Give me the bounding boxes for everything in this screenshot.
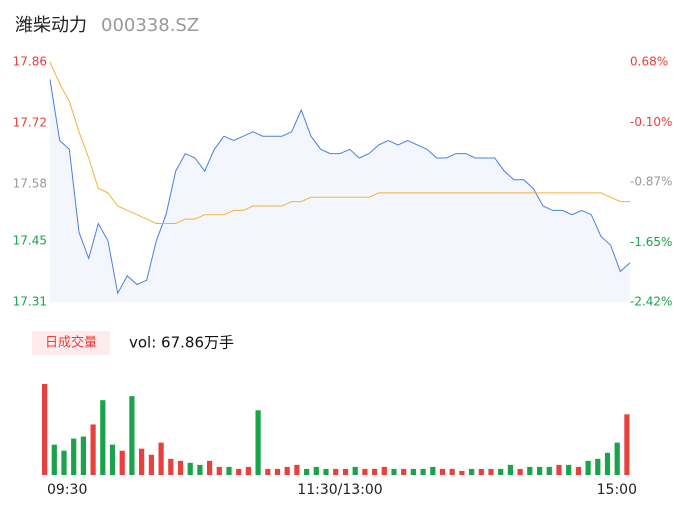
volume-bar xyxy=(274,468,281,475)
volume-bar xyxy=(585,460,591,475)
volume-bar xyxy=(556,464,562,475)
average-line xyxy=(49,61,630,224)
volume-bar xyxy=(527,466,533,475)
volume-bar xyxy=(352,466,358,475)
y2-tick-label: -0.87% xyxy=(630,175,672,189)
y2-tick-label: -0.10% xyxy=(630,115,672,129)
volume-bar xyxy=(207,460,213,475)
volume-bar xyxy=(158,442,164,475)
y-tick-label: 17.31 xyxy=(13,295,47,309)
volume-bar xyxy=(449,468,455,475)
volume-bar xyxy=(313,466,319,475)
volume-bar xyxy=(575,466,581,475)
volume-button-label[interactable]: 日成交量 xyxy=(45,335,97,351)
volume-bar xyxy=(119,450,125,475)
volume-bar xyxy=(109,444,116,475)
volume-bar xyxy=(488,468,494,475)
y-tick-label: 17.58 xyxy=(13,177,47,191)
volume-bar xyxy=(624,414,630,475)
volume-bar xyxy=(391,468,397,475)
volume-bar xyxy=(61,450,67,475)
volume-bar xyxy=(236,468,242,475)
volume-bar xyxy=(604,452,611,475)
volume-bar xyxy=(430,466,436,475)
volume-bar xyxy=(517,468,523,475)
volume-button[interactable] xyxy=(32,331,110,355)
volume-bar xyxy=(410,468,416,475)
volume-bar xyxy=(537,466,543,475)
volume-bar xyxy=(323,468,329,475)
volume-bar xyxy=(129,396,135,475)
volume-total: vol: 67.86万手 xyxy=(129,334,234,352)
price-line xyxy=(49,79,631,295)
volume-bar xyxy=(80,436,86,475)
volume-bar xyxy=(71,438,77,475)
volume-bar xyxy=(401,468,407,475)
volume-bar xyxy=(507,464,513,475)
volume-bar xyxy=(216,466,222,475)
volume-bar xyxy=(255,410,261,475)
volume-bar xyxy=(42,384,48,475)
price-area xyxy=(50,79,630,302)
stock-code: 000338.SZ xyxy=(101,15,199,36)
y2-tick-label: -1.65% xyxy=(630,235,672,249)
y2-tick-label: 0.68% xyxy=(630,55,668,69)
volume-bar xyxy=(439,468,446,475)
x-tick-label: 11:30/13:00 xyxy=(297,482,382,498)
y-tick-label: 17.86 xyxy=(13,55,47,69)
volume-bar xyxy=(100,400,106,475)
volume-bar xyxy=(614,442,620,475)
x-tick-label: 09:30 xyxy=(47,482,87,498)
volume-bar xyxy=(498,468,504,475)
volume-bar xyxy=(333,468,339,475)
x-tick-label: 15:00 xyxy=(597,482,637,498)
volume-bar xyxy=(148,454,154,475)
volume-bar xyxy=(187,462,193,475)
volume-bar xyxy=(469,468,475,475)
volume-bar xyxy=(90,424,96,475)
stock-name: 潍柴动力 xyxy=(15,15,87,36)
volume-bar xyxy=(294,464,300,475)
volume-bar xyxy=(265,468,271,475)
volume-bar xyxy=(595,458,601,475)
volume-bar xyxy=(546,466,552,475)
y-tick-label: 17.72 xyxy=(13,116,47,130)
volume-bar xyxy=(284,466,290,475)
volume-bar xyxy=(304,468,310,475)
volume-bar xyxy=(566,464,572,475)
volume-bar xyxy=(168,458,174,475)
volume-bar xyxy=(420,468,426,475)
volume-bar xyxy=(381,466,387,475)
volume-bar xyxy=(342,468,349,475)
volume-bar xyxy=(51,444,57,475)
volume-bar xyxy=(226,466,232,475)
volume-bar xyxy=(197,464,203,475)
volume-bar xyxy=(139,448,145,475)
y-tick-label: 17.45 xyxy=(13,233,47,247)
volume-bar xyxy=(245,466,251,475)
volume-bar xyxy=(177,460,184,475)
volume-bar xyxy=(478,468,484,475)
volume-bar xyxy=(459,470,465,475)
volume-bar xyxy=(362,468,368,475)
volume-bar xyxy=(372,468,378,475)
y2-tick-label: -2.42% xyxy=(630,295,672,309)
